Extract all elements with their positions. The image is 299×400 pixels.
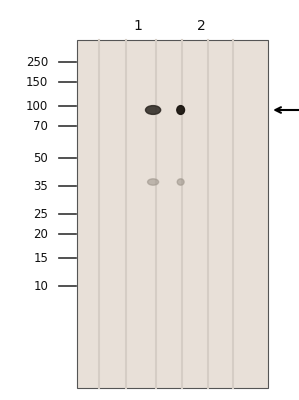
Text: 2: 2 [197,19,206,33]
Ellipse shape [148,179,158,185]
Text: 35: 35 [33,180,48,192]
Text: 100: 100 [26,100,48,112]
Text: 15: 15 [33,252,48,264]
Text: 1: 1 [133,19,142,33]
FancyBboxPatch shape [77,40,268,388]
Text: 250: 250 [26,56,48,68]
Text: 70: 70 [33,120,48,132]
Text: 150: 150 [26,76,48,88]
Text: 25: 25 [33,208,48,220]
Text: 10: 10 [33,280,48,292]
Text: 50: 50 [33,152,48,164]
Ellipse shape [177,106,184,114]
Ellipse shape [146,106,161,114]
Ellipse shape [177,179,184,185]
Text: 20: 20 [33,228,48,240]
